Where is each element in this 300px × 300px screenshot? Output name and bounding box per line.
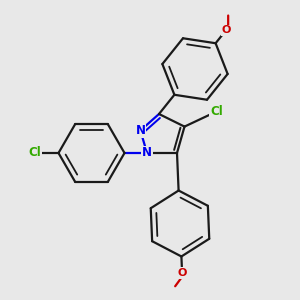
Text: O: O [177, 268, 187, 278]
Text: N: N [142, 146, 152, 160]
Text: O: O [221, 25, 231, 35]
Text: N: N [135, 124, 146, 137]
Text: Cl: Cl [29, 146, 41, 160]
Text: Cl: Cl [210, 105, 223, 118]
